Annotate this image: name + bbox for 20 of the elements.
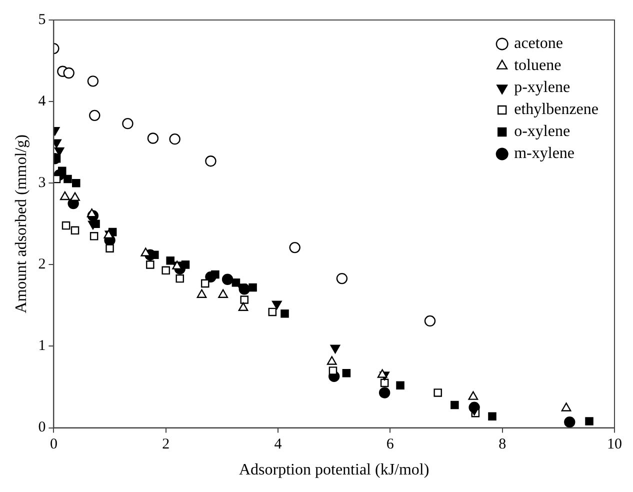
x-tick-label: 10 (607, 436, 622, 453)
legend-label: ethylbenzene (514, 101, 599, 118)
y-tick-label: 2 (38, 256, 46, 273)
x-tick-label: 0 (50, 436, 58, 453)
y-tick-label: 0 (38, 420, 46, 436)
y-axis-title: Amount adsorbed (mmol/g) (12, 134, 30, 314)
legend-label: o-xylene (514, 123, 570, 140)
legend-label: m-xylene (514, 145, 575, 162)
x-axis-title: Adsorption potential (kJ/mol) (239, 462, 430, 479)
y-tick-label: 1 (38, 338, 46, 354)
legend-label: toluene (514, 57, 562, 74)
x-tick-label: 8 (498, 436, 506, 453)
x-tick-label: 4 (274, 436, 282, 453)
y-tick-label: 5 (38, 12, 46, 28)
x-tick-label: 2 (162, 436, 170, 453)
legend-label: acetone (514, 35, 563, 52)
legend-label: p-xylene (514, 79, 570, 96)
x-tick-label: 6 (386, 436, 394, 453)
y-tick-label: 3 (38, 175, 46, 192)
y-tick-label: 4 (38, 93, 46, 110)
